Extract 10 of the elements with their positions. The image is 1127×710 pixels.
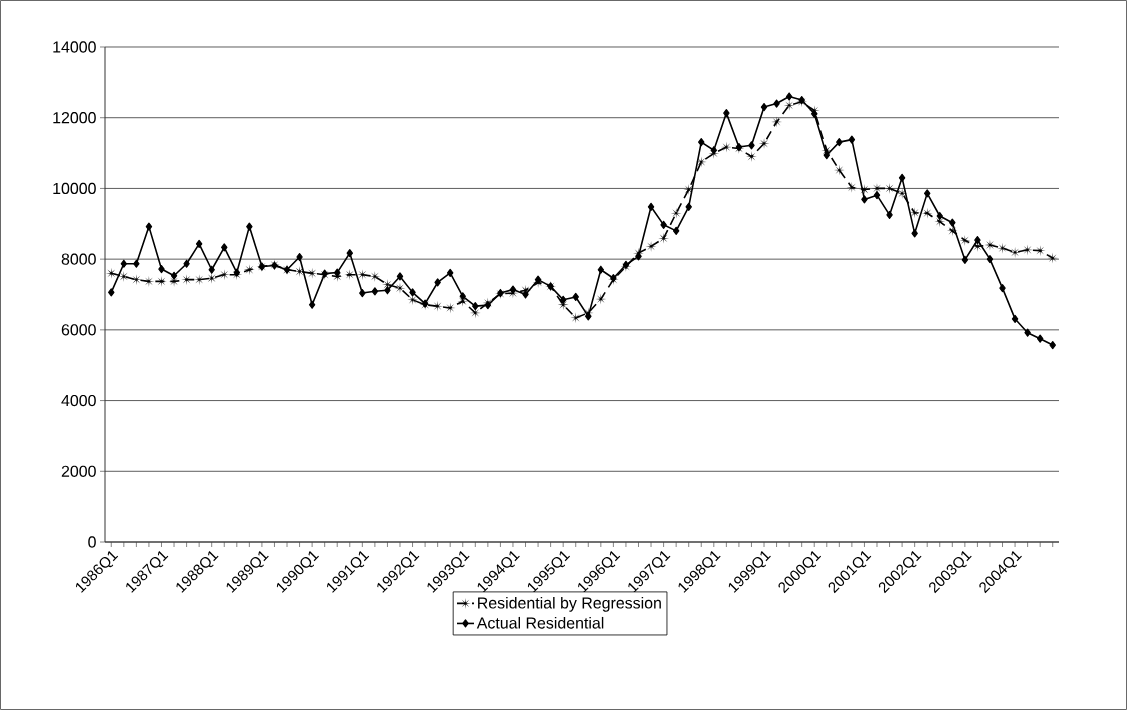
y-tick-label: 0 [88,536,96,548]
y-tick-label: 2000 [61,465,96,477]
y-tick-label: 6000 [61,324,96,336]
y-tick-label: 10000 [53,182,96,195]
y-tick-label: 12000 [53,112,96,124]
y-tick-label: 8000 [61,253,96,265]
legend-label: Residential by Regression [478,596,661,612]
legend-label: Actual Residential [476,616,604,629]
y-tick-label: 4000 [61,394,96,407]
y-tick-label: 14000 [53,41,96,53]
